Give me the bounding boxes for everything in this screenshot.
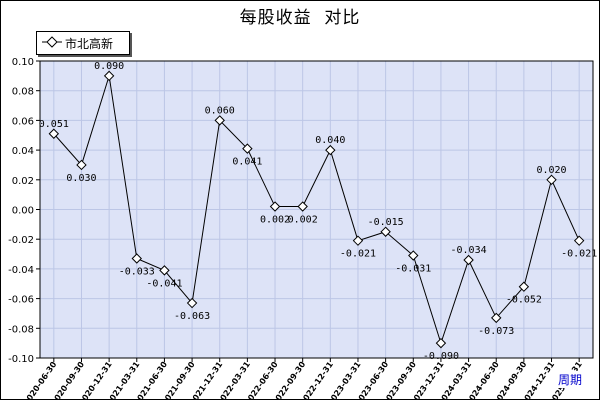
data-point-marker: [103, 70, 115, 82]
x-tick-label: 2020-06-30: [22, 360, 59, 399]
y-tick-label: 0.08: [12, 87, 34, 98]
data-point-marker: [214, 115, 225, 126]
y-tick-label: 0.04: [12, 146, 34, 157]
y-tick-label: 0.10: [12, 57, 34, 68]
data-point-marker: [352, 235, 364, 246]
data-label: 0.041: [232, 157, 262, 168]
data-point-marker: [159, 265, 170, 276]
data-point-marker: [269, 201, 281, 212]
data-point-marker: [242, 143, 253, 154]
series-line: [53, 75, 580, 345]
data-label: 0.030: [66, 173, 96, 184]
legend-label: 市北高新: [65, 37, 114, 51]
data-label: 0.020: [536, 165, 566, 176]
data-label: 0.002: [260, 215, 290, 226]
data-label: 0.040: [315, 135, 345, 146]
y-tick-label: -0.06: [8, 295, 34, 306]
data-label: -0.041: [146, 278, 182, 289]
period-link[interactable]: 周期: [557, 371, 584, 388]
data-label: 0.051: [39, 119, 69, 130]
y-tick-label: -0.10: [8, 354, 34, 365]
data-point-marker: [408, 250, 419, 261]
data-point-marker: [297, 201, 308, 212]
data-point-marker: [186, 297, 198, 309]
data-point-marker: [131, 253, 142, 264]
data-point-marker: [380, 226, 391, 237]
chart-title: 每股收益 对比: [239, 8, 361, 28]
legend: 市北高新: [36, 31, 130, 55]
data-point-marker: [491, 312, 502, 324]
data-label: -0.073: [478, 326, 514, 337]
data-label: -0.034: [451, 245, 487, 256]
data-label: -0.031: [395, 264, 431, 275]
data-point-marker: [463, 254, 474, 266]
data-point-marker: [546, 174, 557, 186]
data-point-marker: [573, 235, 585, 246]
data-point-marker: [76, 159, 87, 171]
data-point-marker: [435, 337, 447, 349]
y-tick-label: 0.02: [12, 176, 34, 187]
y-tick-label: 0.00: [12, 206, 34, 217]
data-label: -0.015: [368, 217, 404, 228]
y-tick-label: -0.02: [8, 235, 34, 246]
legend-marker-icon: [42, 36, 62, 48]
data-label: -0.052: [506, 295, 542, 306]
y-tick-label: -0.04: [8, 265, 34, 276]
data-label: -0.021: [561, 249, 597, 260]
data-label: -0.090: [423, 351, 459, 362]
data-point-marker: [518, 281, 530, 292]
data-point-marker: [48, 128, 60, 139]
data-label: 0.002: [288, 215, 318, 226]
data-point-marker: [325, 144, 336, 156]
y-tick-label: -0.08: [8, 324, 34, 335]
data-label: 0.090: [94, 61, 124, 72]
data-label: 0.060: [205, 105, 235, 116]
data-label: -0.033: [119, 267, 155, 278]
data-label: -0.021: [340, 249, 376, 260]
plot-frame: [39, 60, 594, 359]
y-tick-label: 0.06: [12, 116, 34, 127]
data-label: -0.063: [174, 311, 210, 322]
